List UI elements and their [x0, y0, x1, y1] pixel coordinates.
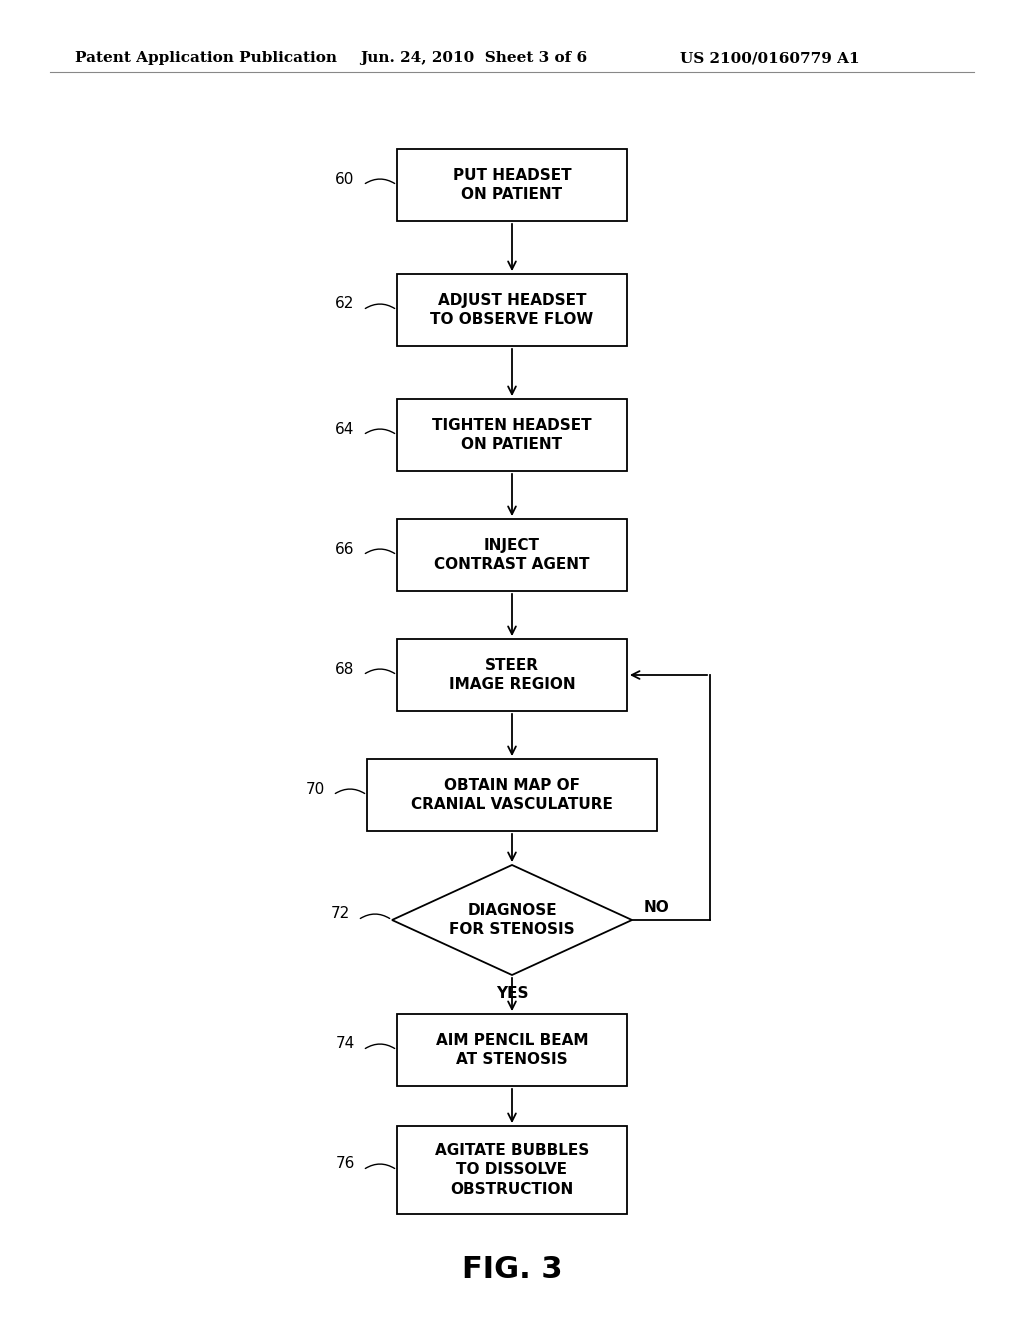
Text: 74: 74	[336, 1036, 354, 1052]
Text: NO: NO	[644, 900, 670, 916]
Text: Jun. 24, 2010  Sheet 3 of 6: Jun. 24, 2010 Sheet 3 of 6	[360, 51, 587, 65]
Text: DIAGNOSE
FOR STENOSIS: DIAGNOSE FOR STENOSIS	[450, 903, 574, 937]
FancyBboxPatch shape	[397, 275, 627, 346]
Text: OBTAIN MAP OF
CRANIAL VASCULATURE: OBTAIN MAP OF CRANIAL VASCULATURE	[411, 777, 613, 812]
Text: AGITATE BUBBLES
TO DISSOLVE
OBSTRUCTION: AGITATE BUBBLES TO DISSOLVE OBSTRUCTION	[435, 1143, 589, 1197]
Text: 76: 76	[335, 1156, 354, 1172]
FancyBboxPatch shape	[397, 639, 627, 711]
Text: 68: 68	[335, 661, 354, 676]
Text: INJECT
CONTRAST AGENT: INJECT CONTRAST AGENT	[434, 537, 590, 573]
Text: YES: YES	[496, 986, 528, 1001]
Text: US 2100/0160779 A1: US 2100/0160779 A1	[680, 51, 859, 65]
Text: FIG. 3: FIG. 3	[462, 1255, 562, 1284]
Text: 70: 70	[305, 781, 325, 796]
FancyBboxPatch shape	[367, 759, 657, 832]
FancyBboxPatch shape	[397, 1126, 627, 1214]
Text: ADJUST HEADSET
TO OBSERVE FLOW: ADJUST HEADSET TO OBSERVE FLOW	[430, 293, 594, 327]
Text: PUT HEADSET
ON PATIENT: PUT HEADSET ON PATIENT	[453, 168, 571, 202]
Polygon shape	[392, 865, 632, 975]
Text: 72: 72	[331, 907, 349, 921]
Text: TIGHTEN HEADSET
ON PATIENT: TIGHTEN HEADSET ON PATIENT	[432, 417, 592, 453]
Text: 66: 66	[335, 541, 354, 557]
FancyBboxPatch shape	[397, 399, 627, 471]
Text: 64: 64	[335, 421, 354, 437]
Text: 62: 62	[335, 297, 354, 312]
Text: 60: 60	[335, 172, 354, 186]
FancyBboxPatch shape	[397, 149, 627, 220]
FancyBboxPatch shape	[397, 1014, 627, 1086]
Text: Patent Application Publication: Patent Application Publication	[75, 51, 337, 65]
FancyBboxPatch shape	[397, 519, 627, 591]
Text: AIM PENCIL BEAM
AT STENOSIS: AIM PENCIL BEAM AT STENOSIS	[436, 1032, 588, 1068]
Text: STEER
IMAGE REGION: STEER IMAGE REGION	[449, 657, 575, 693]
